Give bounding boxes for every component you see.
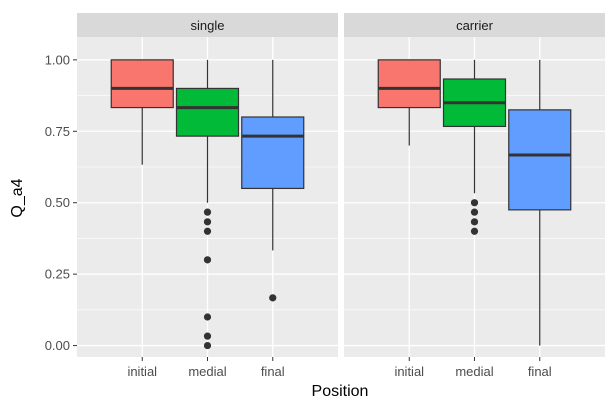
outlier-point xyxy=(269,294,277,302)
box-initial xyxy=(377,59,441,146)
box-initial xyxy=(110,59,174,165)
outlier-point xyxy=(203,208,212,216)
box-body xyxy=(175,87,240,137)
box-body xyxy=(241,116,305,190)
outlier-point xyxy=(470,218,479,226)
y-tick-label: 0.00 xyxy=(45,338,70,353)
outlier-point xyxy=(470,227,479,235)
box-final xyxy=(241,59,305,302)
x-tick-label: medial xyxy=(188,364,226,379)
y-tick-label: 0.50 xyxy=(45,195,70,210)
outlier-point xyxy=(203,332,212,340)
box-body xyxy=(110,59,174,109)
y-tick-label: 1.00 xyxy=(45,52,70,67)
outlier-point xyxy=(470,199,479,207)
y-axis: 0.00 0.25 0.50 0.75 1.00 xyxy=(45,52,77,353)
x-axis: initial medial final initial medial final xyxy=(127,357,552,379)
facet-panel-single: single xyxy=(77,13,338,357)
outlier-point xyxy=(203,227,212,235)
x-tick-label: final xyxy=(528,364,552,379)
y-tick-label: 0.25 xyxy=(45,267,70,282)
outlier-point xyxy=(203,218,212,226)
x-tick-label: medial xyxy=(455,364,493,379)
box-body xyxy=(377,59,441,109)
panels-layer: single carrier xyxy=(77,13,605,357)
y-axis-title: Q_a4 xyxy=(9,178,26,217)
x-axis-title: Position xyxy=(312,383,369,400)
facet-strip-label: single xyxy=(191,18,225,33)
outlier-point xyxy=(203,313,212,321)
box-medial xyxy=(442,59,507,235)
facet-strip xyxy=(344,13,605,37)
facet-strip xyxy=(77,13,338,37)
outlier-point xyxy=(470,208,479,216)
x-tick-label: initial xyxy=(394,364,424,379)
facet-panel-carrier: carrier xyxy=(344,13,605,357)
outlier-point xyxy=(203,341,212,350)
box-medial xyxy=(175,59,240,350)
facet-strip-label: carrier xyxy=(456,18,494,33)
outlier-point xyxy=(203,256,212,264)
box-final xyxy=(508,59,572,346)
y-tick-label: 0.75 xyxy=(45,124,70,139)
x-tick-label: final xyxy=(261,364,285,379)
box-body xyxy=(508,109,572,211)
x-tick-label: initial xyxy=(127,364,157,379)
